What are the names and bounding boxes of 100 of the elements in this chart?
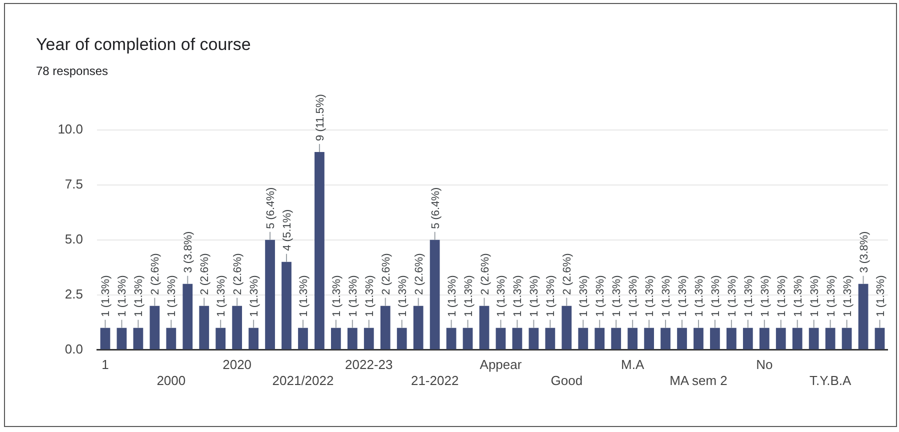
data-label: 1 (1.3%) bbox=[825, 275, 838, 317]
bar bbox=[331, 328, 341, 350]
data-label: 1 (1.3%) bbox=[396, 275, 409, 317]
bar bbox=[512, 328, 522, 350]
bar bbox=[282, 262, 292, 350]
data-label: 1 (1.3%) bbox=[628, 275, 640, 317]
data-label: 1 (1.3%) bbox=[298, 275, 310, 317]
data-label: 1 (1.3%) bbox=[710, 275, 722, 317]
data-label: 1 (1.3%) bbox=[874, 275, 887, 317]
data-label: 1 (1.3%) bbox=[594, 275, 607, 317]
data-label: 2 (2.6%) bbox=[232, 253, 244, 295]
y-tick-label: 0.0 bbox=[64, 341, 83, 356]
bar bbox=[528, 328, 539, 350]
bar bbox=[199, 306, 210, 350]
bar bbox=[100, 328, 110, 350]
bar bbox=[232, 306, 242, 350]
bar bbox=[298, 328, 308, 350]
bar bbox=[116, 328, 127, 350]
bar bbox=[479, 306, 490, 350]
y-tick-label: 2.5 bbox=[64, 286, 83, 302]
x-tick-label: 2022-23 bbox=[345, 357, 393, 372]
bar bbox=[496, 328, 506, 350]
data-label: 1 (1.3%) bbox=[578, 275, 590, 317]
data-label: 3 (3.8%) bbox=[858, 231, 870, 273]
bar bbox=[380, 306, 390, 350]
bar bbox=[710, 328, 720, 350]
data-label: 2 (2.6%) bbox=[150, 253, 162, 295]
x-tick-label: 2020 bbox=[222, 357, 252, 372]
bar bbox=[150, 306, 160, 350]
data-label: 1 (1.3%) bbox=[248, 275, 261, 317]
bar bbox=[776, 328, 786, 350]
x-tick-label: 2000 bbox=[156, 372, 186, 388]
bar bbox=[430, 240, 440, 350]
bar bbox=[265, 240, 275, 350]
bar bbox=[396, 328, 407, 350]
data-label: 2 (2.6%) bbox=[479, 253, 492, 295]
bar bbox=[792, 328, 802, 350]
data-label: 1 (1.3%) bbox=[512, 275, 524, 317]
data-label: 1 (1.3%) bbox=[792, 275, 804, 317]
data-label: 1 (1.3%) bbox=[496, 275, 508, 317]
data-label: 1 (1.3%) bbox=[759, 275, 772, 317]
data-label: 4 (5.1%) bbox=[282, 209, 294, 251]
bar bbox=[166, 328, 176, 350]
bar bbox=[644, 328, 654, 350]
bar bbox=[216, 328, 226, 350]
data-label: 1 (1.3%) bbox=[216, 275, 228, 317]
bar bbox=[182, 284, 193, 350]
x-tick-label: Good bbox=[550, 372, 583, 388]
bar bbox=[578, 328, 588, 350]
data-label: 1 (1.3%) bbox=[364, 275, 376, 317]
bar bbox=[874, 328, 885, 350]
data-label: 1 (1.3%) bbox=[116, 275, 129, 317]
data-label: 1 (1.3%) bbox=[660, 275, 673, 317]
data-label: 1 (1.3%) bbox=[133, 275, 146, 317]
x-tick-label: MA sem 2 bbox=[670, 372, 728, 388]
bar bbox=[446, 328, 456, 350]
bar bbox=[314, 152, 324, 350]
bar bbox=[759, 328, 770, 350]
bar bbox=[677, 328, 687, 350]
data-label: 1 (1.3%) bbox=[677, 275, 690, 317]
chart-title: Year of completion of course bbox=[36, 35, 251, 55]
data-label: 1 (1.3%) bbox=[446, 275, 458, 317]
x-tick-label: 1 bbox=[102, 357, 109, 372]
bar bbox=[347, 328, 358, 350]
data-label: 1 (1.3%) bbox=[742, 275, 755, 317]
data-label: 1 (1.3%) bbox=[100, 275, 112, 317]
data-label: 1 (1.3%) bbox=[776, 275, 788, 317]
data-label: 5 (6.4%) bbox=[265, 187, 278, 229]
data-label: 1 (1.3%) bbox=[693, 275, 706, 317]
bar bbox=[562, 306, 572, 350]
data-label: 1 (1.3%) bbox=[462, 275, 475, 317]
data-label: 3 (3.8%) bbox=[182, 231, 195, 273]
data-label: 1 (1.3%) bbox=[726, 275, 738, 317]
bar bbox=[628, 328, 638, 350]
bar bbox=[611, 328, 622, 350]
bar bbox=[858, 284, 868, 350]
data-label: 1 (1.3%) bbox=[528, 275, 541, 317]
bar bbox=[462, 328, 473, 350]
bar bbox=[545, 328, 556, 350]
data-label: 1 (1.3%) bbox=[166, 275, 178, 317]
x-tick-label: 2021/2022 bbox=[272, 372, 334, 388]
bar bbox=[694, 328, 704, 350]
bar bbox=[842, 328, 852, 350]
bar bbox=[742, 328, 753, 350]
data-label: 1 (1.3%) bbox=[347, 275, 360, 317]
data-label: 1 (1.3%) bbox=[330, 275, 343, 317]
y-tick-label: 5.0 bbox=[64, 231, 83, 246]
y-tick-label: 7.5 bbox=[64, 176, 83, 192]
x-tick-label: Appear bbox=[480, 357, 522, 372]
x-tick-label: 21-2022 bbox=[410, 372, 459, 388]
data-label: 1 (1.3%) bbox=[808, 275, 821, 317]
data-label: 1 (1.3%) bbox=[545, 275, 558, 317]
bar bbox=[248, 328, 258, 350]
bar bbox=[364, 328, 374, 350]
data-label: 5 (6.4%) bbox=[430, 187, 442, 229]
x-tick-label: No bbox=[756, 357, 773, 372]
bar bbox=[726, 328, 736, 350]
x-tick-label: M.A bbox=[621, 357, 644, 372]
data-label: 2 (2.6%) bbox=[413, 253, 426, 295]
bar bbox=[825, 328, 836, 350]
